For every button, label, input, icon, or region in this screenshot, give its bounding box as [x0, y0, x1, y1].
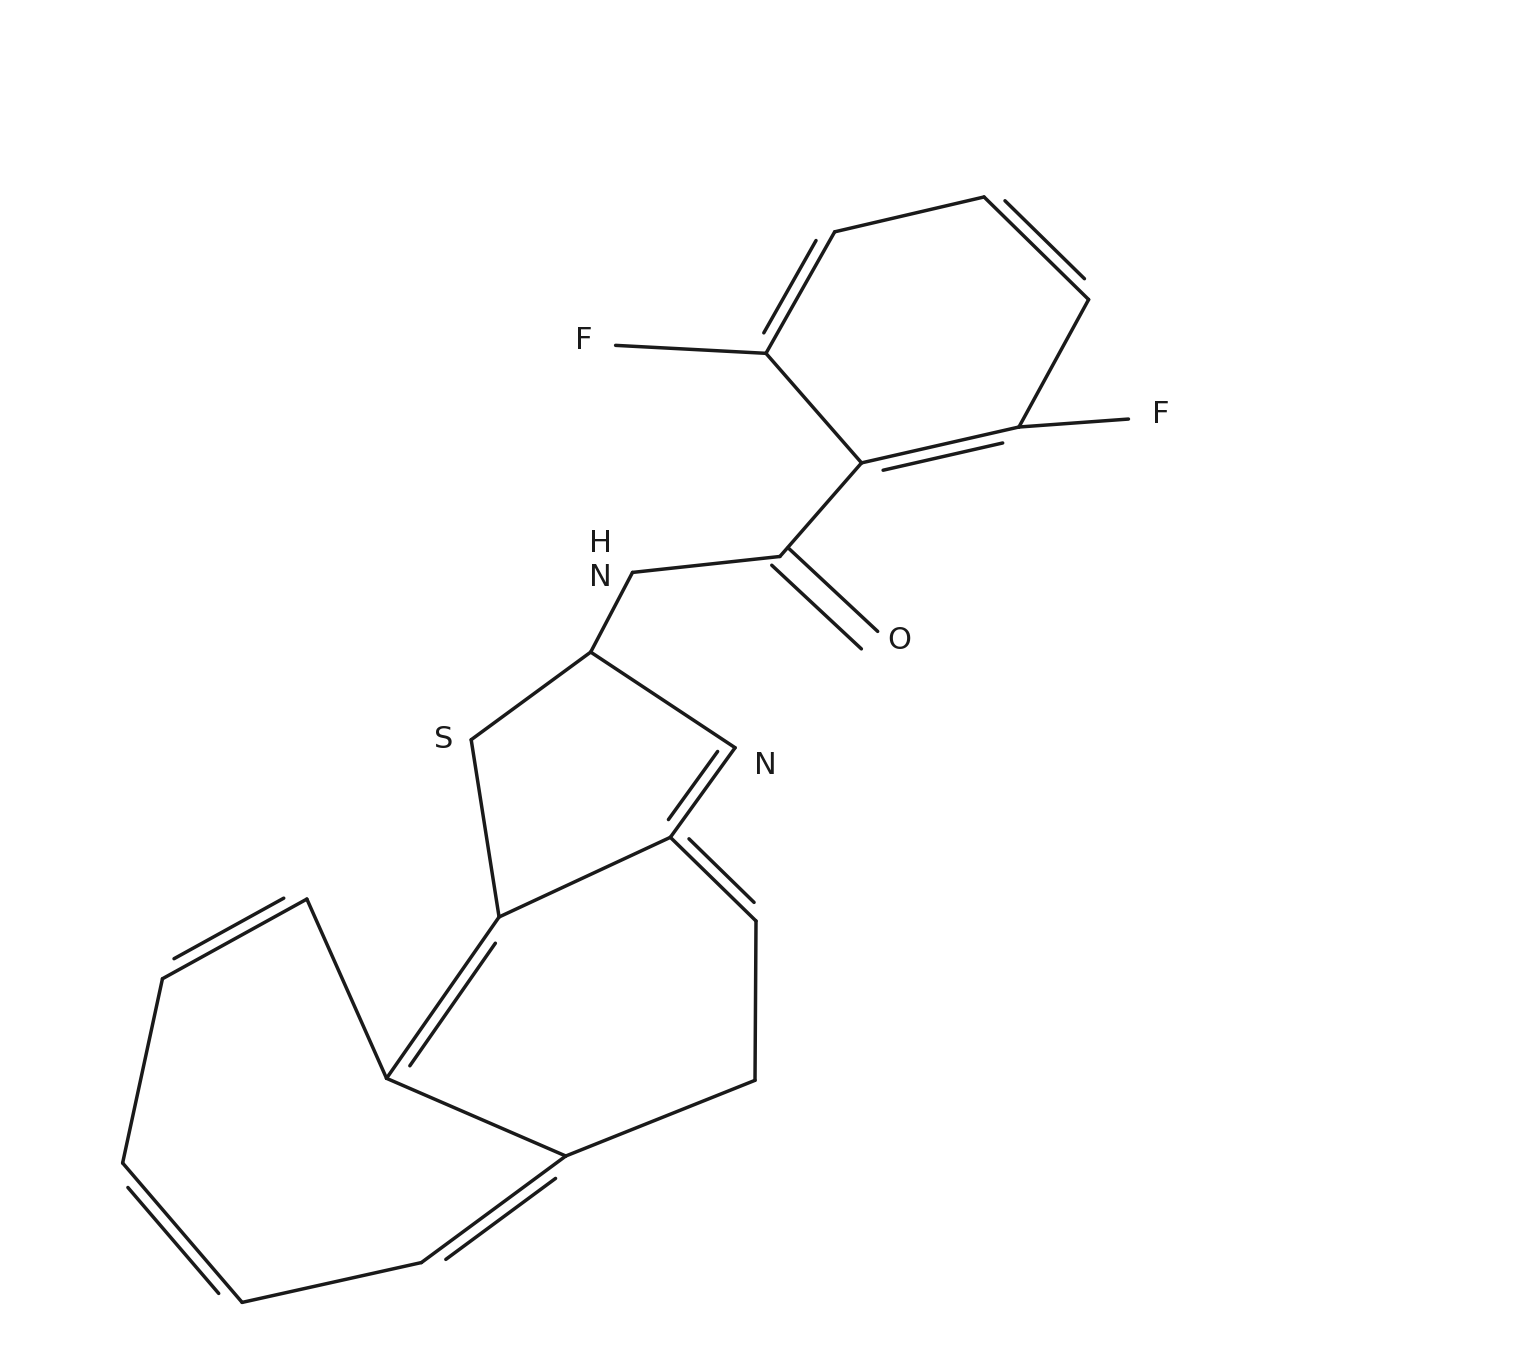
Text: O: O [888, 626, 912, 654]
Text: N: N [753, 751, 776, 780]
Text: F: F [576, 326, 592, 355]
Text: F: F [1151, 399, 1170, 429]
Text: H
N: H N [589, 529, 612, 592]
Text: S: S [433, 726, 453, 754]
